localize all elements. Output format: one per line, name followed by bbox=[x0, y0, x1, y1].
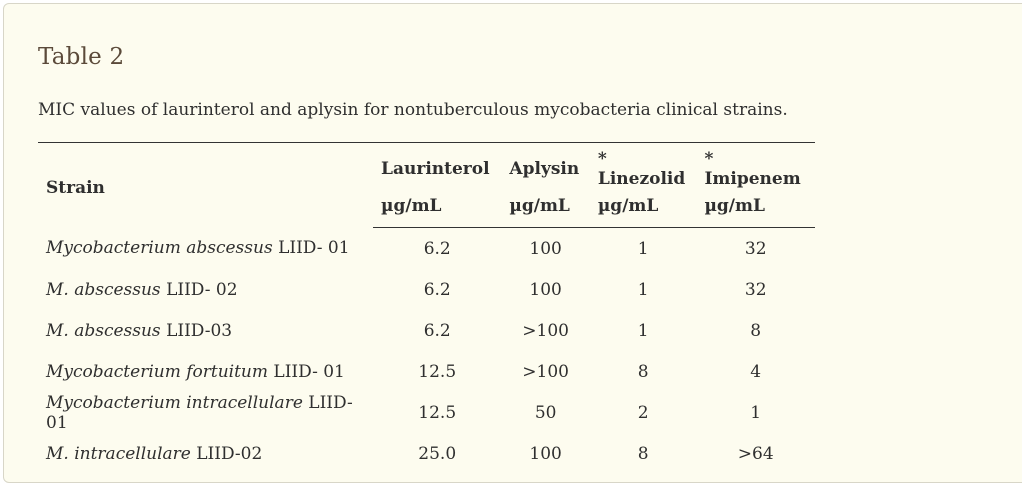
imipenem-value: 4 bbox=[750, 361, 762, 382]
header-aplysin: Aplysin bbox=[501, 142, 590, 189]
strain-cell: M. intracellulare LIID-02 bbox=[38, 433, 373, 474]
aplysin-value: >100 bbox=[522, 361, 569, 382]
table-panel: Table 2 MIC values of laurinterol and ap… bbox=[3, 3, 1022, 483]
table-row: Mycobacterium fortuitum LIID- 01 12.5 >1… bbox=[38, 351, 815, 392]
header-imipenem: * Imipenem bbox=[696, 142, 815, 189]
table-row: Mycobacterium abscessus LIID- 01 6.2 100… bbox=[38, 228, 815, 270]
header-row-names: Strain Laurinterol Aplysin * Linezolid *… bbox=[38, 142, 815, 228]
laurinterol-value: 12.5 bbox=[418, 361, 457, 382]
laurinterol-value: 6.2 bbox=[423, 279, 451, 300]
aplysin-value: >100 bbox=[522, 320, 569, 341]
aplysin-value: 100 bbox=[529, 279, 562, 300]
linezolid-value: 2 bbox=[637, 402, 649, 423]
strain-cell: Mycobacterium fortuitum LIID- 01 bbox=[38, 351, 373, 392]
table-row: Mycobacterium intracellulare LIID-01 12.… bbox=[38, 392, 815, 433]
table-title: Table 2 bbox=[38, 44, 125, 70]
laurinterol-value: 6.2 bbox=[423, 238, 451, 259]
linezolid-value: 8 bbox=[637, 443, 649, 464]
species-name: Mycobacterium intracellulare bbox=[46, 392, 303, 413]
table-row: M. abscessus LIID-03 6.2 >100 1 8 bbox=[38, 310, 815, 351]
header-strain: Strain bbox=[38, 142, 374, 228]
unit-imipenem: µg/mL bbox=[696, 189, 815, 228]
strain-code: LIID- 01 bbox=[272, 238, 350, 259]
strain-code: LIID- 02 bbox=[160, 279, 238, 300]
strain-code: LIID-03 bbox=[160, 320, 233, 341]
species-name: M. abscessus bbox=[46, 279, 161, 300]
aplysin-value: 100 bbox=[529, 238, 562, 259]
laurinterol-value: 12.5 bbox=[418, 402, 457, 423]
strain-cell: Mycobacterium intracellulare LIID-01 bbox=[38, 392, 373, 433]
strain-code: LIID-02 bbox=[190, 443, 263, 464]
linezolid-value: 8 bbox=[637, 361, 649, 382]
mic-table: Strain Laurinterol Aplysin * Linezolid *… bbox=[38, 142, 815, 474]
species-name: Mycobacterium fortuitum bbox=[46, 361, 269, 382]
imipenem-value: 32 bbox=[744, 238, 767, 259]
laurinterol-value: 6.2 bbox=[423, 320, 451, 341]
imipenem-value: 8 bbox=[750, 320, 762, 341]
linezolid-value: 1 bbox=[637, 320, 649, 341]
imipenem-value: 32 bbox=[744, 279, 767, 300]
species-name: M. abscessus bbox=[46, 320, 161, 341]
strain-code: LIID- 01 bbox=[268, 361, 345, 382]
unit-linezolid: µg/mL bbox=[589, 189, 697, 228]
imipenem-value: 1 bbox=[750, 402, 762, 423]
header-laurinterol: Laurinterol bbox=[373, 142, 502, 189]
unit-aplysin: µg/mL bbox=[501, 189, 590, 228]
table-row: M. intracellulare LIID-02 25.0 100 8 >64 bbox=[38, 433, 815, 474]
aplysin-value: 100 bbox=[529, 443, 562, 464]
aplysin-value: 50 bbox=[534, 402, 557, 423]
table-row: M. abscessus LIID- 02 6.2 100 1 32 bbox=[38, 269, 815, 310]
laurinterol-value: 25.0 bbox=[418, 443, 457, 464]
strain-code: LIID-01 bbox=[46, 392, 353, 433]
imipenem-value: >64 bbox=[737, 443, 774, 464]
linezolid-value: 1 bbox=[637, 238, 649, 259]
linezolid-value: 1 bbox=[637, 279, 649, 300]
strain-cell: Mycobacterium abscessus LIID- 01 bbox=[38, 228, 373, 270]
header-row-units: µg/mL µg/mL µg/mL µg/mL bbox=[38, 189, 815, 228]
header-linezolid: * Linezolid bbox=[589, 142, 697, 189]
table-caption: MIC values of laurinterol and aplysin fo… bbox=[38, 100, 788, 120]
species-name: M. intracellulare bbox=[46, 443, 191, 464]
strain-cell: M. abscessus LIID- 02 bbox=[38, 269, 373, 310]
unit-laurinterol: µg/mL bbox=[373, 189, 502, 228]
strain-cell: M. abscessus LIID-03 bbox=[38, 310, 373, 351]
species-name: Mycobacterium abscessus bbox=[46, 238, 273, 259]
